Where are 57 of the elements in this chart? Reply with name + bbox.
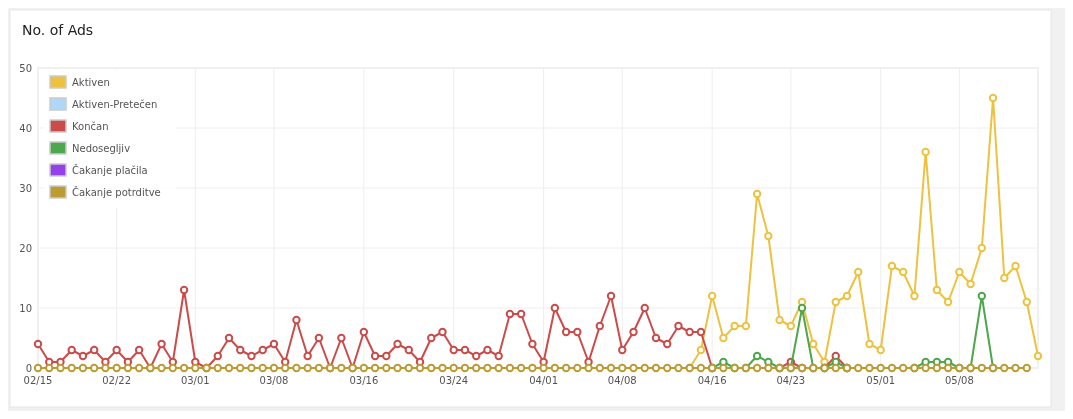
point	[752, 189, 762, 199]
x-tick-label: 04/08	[607, 375, 637, 386]
point	[1033, 351, 1043, 361]
y-tick-label: 40	[19, 122, 32, 134]
point	[764, 231, 773, 241]
point	[854, 267, 863, 277]
x-tick-label: 02/22	[102, 375, 132, 386]
x-tick-label: 04/16	[697, 375, 727, 386]
point	[921, 147, 930, 157]
chart-title: No. of Ads	[22, 22, 94, 38]
x-tick-label: 04/23	[776, 375, 806, 386]
x-tick-label: 04/01	[529, 375, 559, 386]
legend-label: Končan	[72, 120, 109, 132]
x-tick-label: 05/08	[944, 375, 974, 386]
point	[865, 339, 874, 349]
point	[977, 291, 987, 301]
point	[943, 297, 953, 307]
point	[898, 267, 908, 277]
point	[1011, 261, 1020, 271]
legend-label: Nedosegljiv	[72, 142, 131, 154]
point	[775, 315, 784, 325]
y-tick-label: 10	[19, 302, 32, 314]
x-tick-label: 03/01	[180, 375, 210, 386]
point	[752, 351, 762, 361]
legend-label: Čakanje plačila	[72, 163, 148, 176]
y-tick-label: 50	[19, 62, 32, 74]
point	[988, 93, 998, 103]
point	[910, 291, 919, 301]
point	[809, 339, 818, 349]
x-tick-label: 03/24	[439, 375, 469, 386]
point	[977, 243, 987, 253]
y-tick-label: 20	[19, 242, 32, 254]
point	[932, 285, 942, 295]
point	[707, 291, 717, 301]
point	[842, 291, 852, 301]
point	[741, 321, 751, 331]
point	[966, 279, 975, 289]
point	[696, 345, 706, 355]
legend-label: Aktiven-Pretečen	[72, 98, 158, 110]
point	[955, 267, 964, 277]
point	[831, 297, 840, 307]
y-tick-label: 0	[25, 362, 32, 374]
point	[1000, 273, 1009, 283]
legend-label: Aktiven	[72, 76, 110, 88]
y-tick-label: 30	[19, 182, 32, 194]
x-tick-label: 03/16	[349, 375, 379, 386]
x-tick-label: 03/08	[259, 375, 289, 386]
point	[876, 345, 885, 355]
point	[730, 321, 739, 331]
point	[719, 333, 728, 343]
point	[1022, 297, 1031, 307]
x-tick-label: 05/01	[866, 375, 896, 386]
point	[797, 303, 807, 313]
legend-label: Čakanje potrditve	[72, 185, 161, 198]
x-tick-label: 02/15	[23, 375, 53, 386]
point	[786, 321, 796, 331]
point	[887, 261, 897, 271]
